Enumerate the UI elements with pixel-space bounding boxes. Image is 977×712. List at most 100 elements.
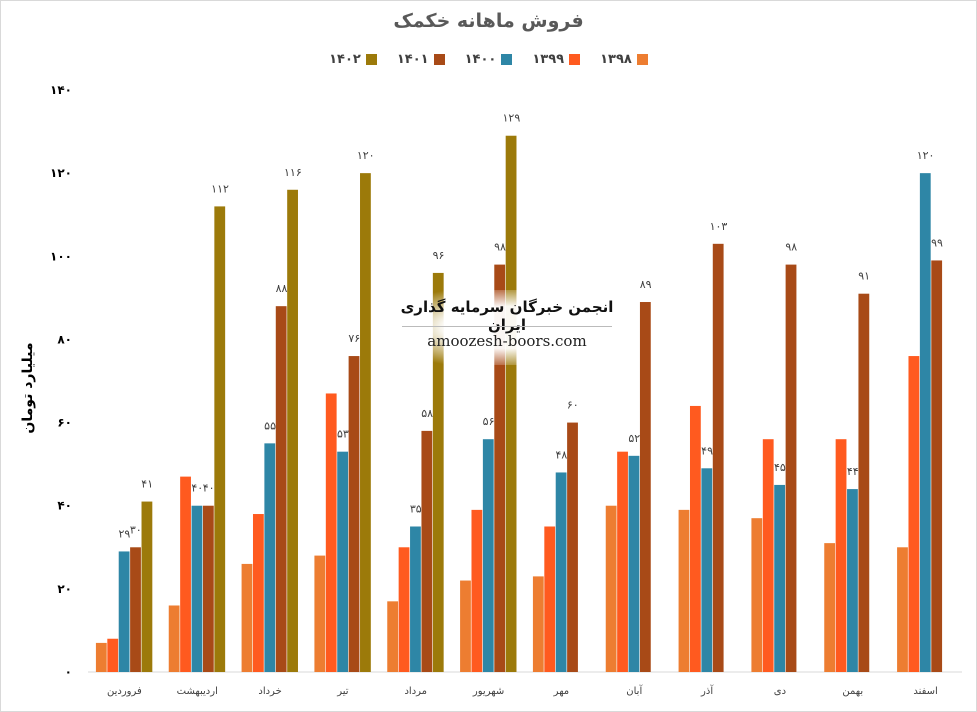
x-tick-label: مهر [553, 686, 569, 697]
data-label: ۳۰ [130, 523, 142, 536]
bar [360, 173, 371, 672]
watermark-divider [402, 326, 612, 327]
legend-label: ۱۴۰۱ [396, 52, 429, 67]
bar [118, 551, 130, 672]
bar [348, 356, 360, 672]
legend-swatch [365, 54, 377, 65]
x-tick-label: آبان [626, 684, 643, 697]
data-label: ۴۰ [191, 482, 203, 495]
legend-swatch [433, 54, 445, 65]
x-tick-label: بهمن [842, 686, 863, 697]
x-tick-label: مرداد [404, 686, 427, 697]
bar [325, 393, 337, 672]
legend-label: ۱۳۹۸ [600, 52, 632, 67]
bar [275, 306, 287, 672]
bar [314, 555, 326, 672]
bar [482, 439, 494, 672]
bar [141, 501, 153, 672]
bar [567, 422, 578, 672]
data-label: ۲۹ [119, 527, 131, 540]
bar [471, 509, 483, 672]
data-label: ۴۰ [203, 482, 215, 495]
x-tick-label: اسفند [913, 686, 937, 697]
bar [494, 264, 506, 672]
bar [410, 526, 421, 672]
bar [774, 484, 786, 672]
data-label: ۹۸ [785, 241, 797, 254]
data-label: ۵۶ [483, 415, 495, 428]
legend-item: ۱۴۰۱ [397, 52, 445, 67]
bar [505, 135, 517, 672]
bar [287, 189, 298, 672]
x-tick-label: شهریور [472, 686, 504, 697]
bar [432, 272, 444, 672]
bar [555, 472, 567, 672]
y-tick-label: ۱۴۰ [50, 83, 72, 97]
data-label: ۸۹ [640, 278, 652, 291]
legend-label: ۱۴۰۲ [329, 52, 361, 67]
watermark-url: amoozesh-boors.com [427, 332, 587, 350]
legend-item: ۱۳۹۹ [532, 52, 581, 67]
data-label: ۶۰ [567, 399, 579, 412]
watermark: انجمن خبرگان سرمایه گذاری ایران amoozesh… [392, 290, 622, 365]
bar [628, 455, 640, 672]
bar [95, 642, 107, 672]
x-tick-label: اردیبهشت [177, 686, 218, 697]
bar [107, 638, 119, 672]
data-label: ۳۵ [410, 503, 422, 516]
data-label: ۱۱۲ [211, 182, 229, 195]
data-label: ۴۴ [847, 465, 859, 478]
bar [835, 439, 847, 672]
bar [712, 243, 724, 673]
data-label: ۵۳ [337, 428, 349, 441]
bar [337, 451, 349, 672]
legend-item: ۱۳۹۸ [600, 52, 648, 67]
data-label: ۴۱ [141, 478, 153, 491]
bar [639, 302, 651, 672]
x-tick-label: تیر [336, 686, 349, 697]
bar [919, 173, 931, 672]
data-label: ۴۸ [556, 448, 568, 461]
data-label: ۱۲۰ [357, 149, 375, 162]
chart-title: فروش ماهانه خکمک [393, 10, 584, 32]
data-label: ۸۸ [276, 282, 288, 295]
data-label: ۹۶ [433, 249, 445, 262]
bar [678, 509, 690, 672]
bar [214, 206, 226, 672]
bar [605, 505, 617, 672]
bar [130, 547, 141, 672]
bar [387, 601, 399, 672]
bar [180, 476, 191, 672]
y-tick-label: ۱۰۰ [50, 249, 72, 263]
bar [191, 505, 203, 672]
y-tick-label: ۱۲۰ [50, 166, 72, 180]
legend-item: ۱۴۰۲ [329, 52, 377, 67]
legend-item: ۱۴۰۰ [465, 52, 513, 67]
x-tick-label: آذر [700, 684, 714, 697]
data-label: ۷۶ [348, 332, 360, 345]
bar [931, 260, 943, 672]
data-label: ۱۲۰ [917, 149, 935, 162]
data-label: ۹۸ [494, 241, 506, 254]
legend-swatch [569, 54, 581, 65]
bar [252, 514, 264, 672]
legend: ۱۳۹۸ ۱۳۹۹ ۱۴۰۰ ۱۴۰۱ ۱۴۰۲ [0, 52, 977, 67]
bar [544, 526, 556, 672]
data-label: ۵۸ [421, 407, 433, 420]
legend-swatch [636, 54, 648, 65]
watermark-title: انجمن خبرگان سرمایه گذاری ایران [400, 298, 614, 334]
x-tick-label: خرداد [258, 686, 281, 697]
y-tick-label: ۰ [65, 665, 72, 679]
legend-label: ۱۳۹۹ [532, 52, 565, 67]
bar [908, 356, 920, 672]
data-label: ۹۹ [931, 236, 943, 249]
y-tick-label: ۸۰ [57, 332, 72, 346]
bar [785, 264, 797, 672]
bar [617, 451, 628, 672]
bar [532, 576, 544, 672]
y-tick-label: ۴۰ [57, 499, 72, 513]
bar [168, 605, 180, 672]
bar [751, 518, 763, 672]
bar [398, 547, 410, 672]
